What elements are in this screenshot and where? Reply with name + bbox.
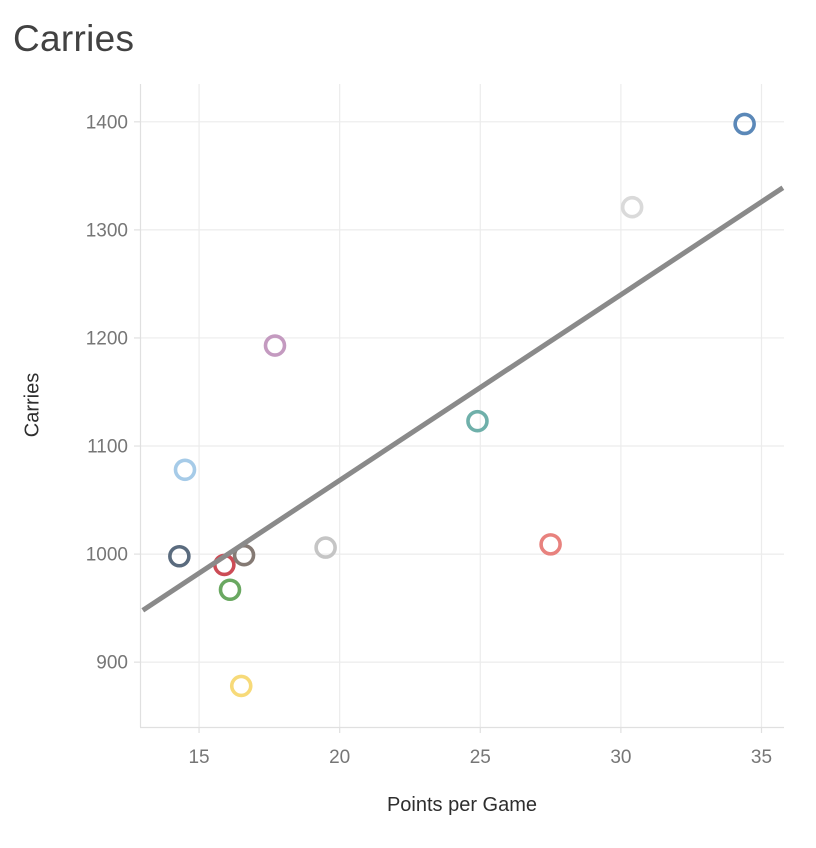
data-point-light-gray[interactable] [620,195,644,219]
x-tick-label: 35 [751,747,772,768]
y-tick-label: 900 [96,653,128,674]
data-point-green[interactable] [218,578,242,602]
data-point-teal[interactable] [466,409,489,433]
data-point-mauve[interactable] [263,334,287,357]
y-tick-label: 1400 [86,112,128,133]
data-point-salmon[interactable] [539,533,562,556]
y-tick-label: 1300 [86,220,128,241]
chart-title: Carries [13,18,135,59]
y-tick-label: 1100 [87,437,128,458]
x-tick-label: 20 [329,747,350,768]
x-tick-label: 15 [188,747,209,768]
y-tick-label: 1200 [86,328,128,349]
trend-line[interactable] [141,185,785,613]
data-point-light-blue[interactable] [173,458,197,482]
y-tick-label: 1000 [86,545,128,566]
x-axis-title: Points per Game [386,794,538,816]
x-tick-label: 25 [470,747,491,768]
data-point-blue[interactable] [733,112,756,136]
data-point-yellow[interactable] [229,674,253,698]
x-tick-label: 30 [610,747,631,768]
data-point-gray[interactable] [314,536,337,559]
y-axis-title: Carries [21,372,44,438]
data-point-dark-slate[interactable] [168,544,191,568]
